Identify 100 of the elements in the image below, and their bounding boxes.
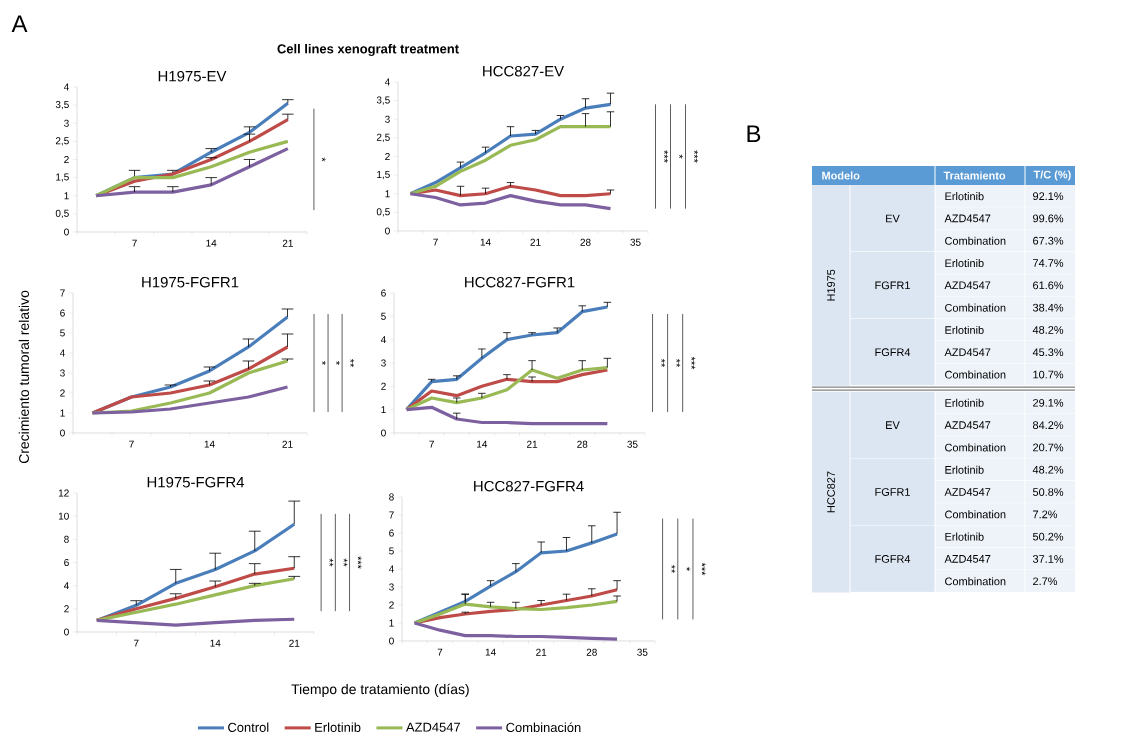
y-tick-label: 3,5 [376, 96, 390, 105]
y-tick-label: 4 [384, 78, 390, 86]
y-tick-label: 4 [63, 582, 69, 590]
y-tick-label: 0 [64, 228, 69, 236]
legend-label: Control [228, 722, 269, 732]
text: * [686, 567, 691, 571]
legend-label: Combinación [506, 722, 581, 733]
text: 84.2% [1032, 421, 1064, 430]
text: Combination [945, 510, 1006, 519]
x-tick-label: 7 [433, 238, 438, 246]
text: * [321, 157, 326, 162]
x-tick-label: 21 [282, 239, 293, 247]
x-tick-label: 21 [527, 440, 538, 448]
text: 74.7% [1033, 259, 1064, 267]
x-tick-label: 7 [132, 239, 137, 247]
y-tick-label: 2 [60, 389, 65, 397]
text: Combination [945, 303, 1006, 312]
y-tick-label: 5 [381, 312, 386, 320]
y-tick-label: 2 [389, 601, 394, 609]
y-axis-title: Crecimiento tumoral relativo [18, 290, 29, 464]
text: AZD4547 [944, 348, 991, 357]
text: H1975 [827, 269, 835, 301]
text: 2.7% [1033, 577, 1058, 586]
y-tick-label: 3 [64, 119, 69, 127]
x-tick-label: 21 [282, 440, 293, 448]
y-tick-label: 8 [389, 493, 394, 501]
text: 20.7% [1033, 443, 1064, 452]
text: 92.1% [1033, 192, 1064, 201]
x-tick-label: 14 [204, 440, 215, 448]
y-tick-label: 12 [58, 489, 69, 497]
y-tick-label: 3 [60, 369, 65, 377]
y-tick-label: 3 [385, 115, 390, 123]
y-tick-label: 1 [60, 409, 65, 417]
x-tick-label: 14 [485, 648, 496, 656]
y-tick-label: 10 [58, 512, 69, 520]
text: 29.1% [1033, 398, 1064, 407]
x-tick-label: 21 [536, 648, 547, 656]
text: Erlotinib [945, 325, 984, 334]
line-series [95, 522, 296, 622]
text: FGFR1 [875, 281, 910, 290]
y-tick-label: 0,5 [55, 209, 69, 218]
x-tick-label: 7 [129, 440, 134, 448]
text: FGFR4 [875, 348, 911, 357]
text: ** [661, 358, 666, 368]
x-tick-label: 14 [206, 239, 217, 247]
y-tick-label: 7 [389, 511, 394, 519]
text: * [336, 361, 341, 365]
y-tick-label: 0 [389, 637, 394, 645]
y-tick-label: 0 [385, 227, 390, 235]
text: 48.2% [1032, 326, 1064, 334]
category-label: Modelo [822, 171, 860, 180]
x-tick-label: 35 [627, 440, 638, 448]
text: *** [664, 150, 669, 163]
text: AZD4547 [944, 281, 991, 290]
text: 38.4% [1032, 303, 1064, 312]
x-tick-label: 28 [586, 648, 597, 656]
y-tick-label: 2 [381, 382, 386, 390]
legend-label: Erlotinib [315, 722, 361, 732]
y-tick-label: 2,5 [55, 137, 69, 146]
text: Erlotinib [945, 532, 984, 541]
y-tick-label: 4 [388, 565, 394, 573]
text: 7.2% [1033, 510, 1058, 519]
y-tick-label: 0 [381, 429, 386, 437]
text: AZD4547 [944, 555, 991, 563]
text: 67.3% [1033, 236, 1064, 245]
y-tick-label: 1 [385, 190, 390, 198]
text: ** [343, 558, 348, 567]
y-tick-label: 3 [381, 359, 386, 367]
chart-title: HCC827-EV [483, 65, 565, 77]
x-tick-label: 7 [134, 639, 139, 647]
text: Erlotinib [945, 398, 984, 407]
chart-title: H1975-EV [158, 70, 227, 82]
line-series [408, 192, 613, 211]
line-series [95, 566, 296, 622]
y-tick-label: 8 [64, 535, 69, 543]
text: Combination [945, 236, 1006, 245]
y-tick-label: 5 [389, 547, 394, 555]
text: *** [701, 562, 706, 576]
text: AZD4547 [944, 421, 991, 429]
x-tick-label: 7 [429, 440, 434, 448]
text: * [322, 361, 326, 365]
text: FGFR4 [875, 555, 911, 563]
text: Cell lines xenograft treatment [277, 43, 459, 57]
y-tick-label: 3 [389, 583, 394, 591]
y-tick-label: 1,5 [377, 171, 390, 180]
line-series [404, 305, 609, 412]
x-tick-label: 28 [577, 440, 588, 448]
text: ** [329, 558, 334, 567]
y-tick-label: 6 [64, 558, 69, 567]
y-tick-label: 4 [380, 336, 386, 344]
line-series [413, 599, 619, 625]
text: 10.7% [1033, 370, 1064, 379]
text: AZD4547 [944, 488, 991, 496]
text: 61.6% [1033, 281, 1064, 290]
y-tick-label: 2 [385, 153, 390, 160]
y-tick-label: 1,5 [56, 173, 69, 182]
text: EV [886, 214, 900, 223]
y-tick-label: 3,5 [55, 101, 69, 110]
x-tick-label: 14 [477, 440, 488, 448]
text: 99.6% [1033, 214, 1064, 223]
